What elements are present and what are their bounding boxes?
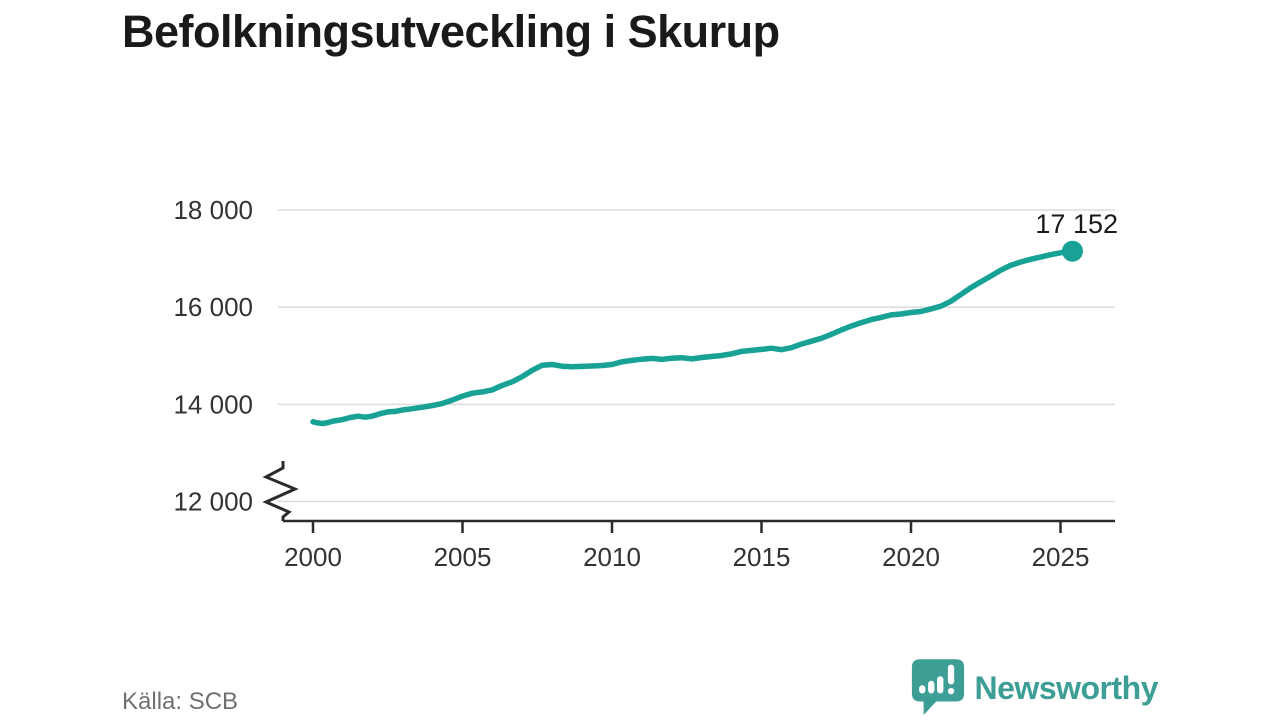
axis-break-icon [262, 461, 299, 521]
population-line [310, 248, 1076, 427]
page-title: Befolkningsutveckling i Skurup [122, 6, 780, 57]
y-tick-label: 14 000 [173, 389, 253, 419]
y-tick-label: 12 000 [173, 487, 253, 517]
x-tick-label: 2020 [882, 542, 940, 572]
x-tick-label: 2010 [583, 542, 641, 572]
y-tick-label: 16 000 [173, 292, 253, 322]
newsworthy-bubble-chart-icon [911, 659, 964, 715]
end-point-marker [1061, 240, 1083, 262]
x-tick-label: 2005 [434, 542, 492, 572]
x-tick-label: 2025 [1032, 542, 1090, 572]
population-chart: 12 000 14 000 16 000 18 000 2000 2005 2010 2015… [173, 195, 1118, 572]
x-tick-label: 2015 [733, 542, 791, 572]
newsworthy-logo: Newsworthy [911, 656, 1159, 720]
source-label: Källa: SCB [122, 688, 239, 715]
y-tick-label: 18 000 [173, 195, 253, 225]
x-tick-label: 2000 [284, 542, 342, 572]
end-value-label: 17 152 [1035, 209, 1118, 239]
newsworthy-wordmark: Newsworthy [974, 670, 1159, 706]
